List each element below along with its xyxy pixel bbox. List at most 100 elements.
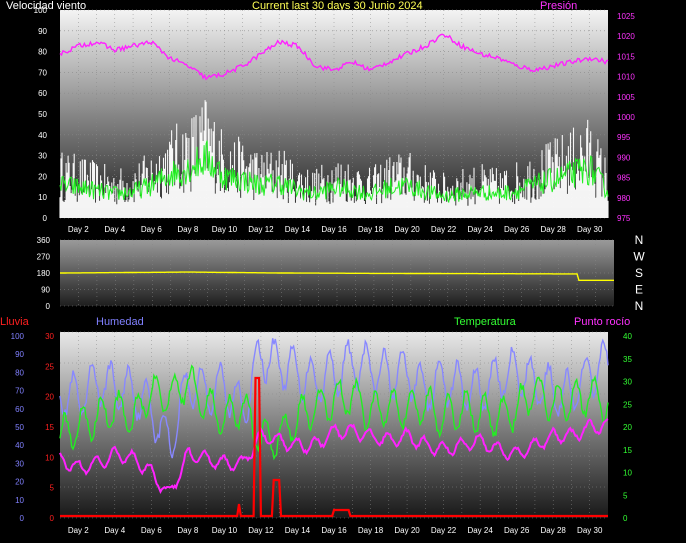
y2-tick-label: 1000 [617, 113, 635, 122]
compass-label: N [635, 299, 644, 313]
humidity-tick-label: 60 [15, 405, 24, 414]
y2-tick-label: 1010 [617, 73, 635, 82]
y-tick-label: 30 [38, 152, 47, 161]
x-tick-label: Day 28 [541, 526, 567, 535]
rain-label: Lluvia [0, 316, 29, 328]
x-tick-label: Day 20 [394, 225, 420, 234]
compass-label: N [635, 233, 644, 247]
y-tick-label: 90 [38, 27, 47, 36]
humidity-tick-label: 0 [20, 514, 25, 523]
humidity-tick-label: 40 [15, 441, 24, 450]
temp-tick-label: 10 [623, 469, 632, 478]
x-tick-label: Day 30 [577, 225, 603, 234]
y-tick-label: 0 [46, 302, 51, 311]
x-tick-label: Day 12 [248, 526, 274, 535]
rain-tick-label: 5 [50, 484, 55, 493]
x-tick-label: Day 6 [141, 526, 162, 535]
rain-tick-label: 20 [45, 393, 54, 402]
humidity-tick-label: 70 [15, 387, 24, 396]
y-tick-label: 10 [38, 193, 47, 202]
x-tick-label: Day 4 [104, 526, 125, 535]
temp-tick-label: 5 [623, 491, 628, 500]
temp-tick-label: 40 [623, 332, 632, 341]
humidity-tick-label: 90 [15, 350, 24, 359]
x-tick-label: Day 20 [394, 526, 420, 535]
y-tick-label: 90 [41, 286, 50, 295]
y2-tick-label: 975 [617, 214, 631, 223]
y-tick-label: 80 [38, 48, 47, 57]
rain-tick-label: 25 [45, 362, 54, 371]
y-tick-label: 20 [38, 172, 47, 181]
temp-tick-label: 25 [623, 400, 632, 409]
temperature-label: Temperatura [454, 316, 516, 328]
temp-tick-label: 20 [623, 423, 632, 432]
x-tick-label: Day 22 [431, 225, 457, 234]
temp-tick-label: 15 [623, 446, 632, 455]
x-tick-label: Day 10 [212, 526, 238, 535]
x-tick-label: Day 18 [358, 526, 384, 535]
x-tick-label: Day 2 [68, 526, 89, 535]
x-tick-label: Day 10 [212, 225, 238, 234]
y-tick-label: 100 [34, 6, 48, 15]
x-tick-label: Day 26 [504, 225, 530, 234]
chart-title: Current last 30 days 30 Junio 2024 [252, 0, 423, 12]
wind-direction-series [60, 271, 614, 281]
rain-series [60, 376, 608, 518]
x-tick-label: Day 26 [504, 526, 530, 535]
humidity-tick-label: 50 [15, 423, 24, 432]
x-tick-label: Day 14 [285, 225, 311, 234]
compass-label: S [635, 266, 643, 280]
x-tick-label: Day 16 [321, 225, 347, 234]
humidity-tick-label: 80 [15, 368, 24, 377]
x-tick-label: Day 2 [68, 225, 89, 234]
wind-speed-label: Velocidad viento [6, 0, 87, 12]
x-tick-label: Day 4 [104, 225, 125, 234]
temperature-series [59, 364, 609, 461]
y2-tick-label: 995 [617, 133, 631, 142]
x-tick-label: Day 8 [177, 526, 198, 535]
rain-tick-label: 30 [45, 332, 54, 341]
temp-tick-label: 30 [623, 378, 632, 387]
dewpoint-series [59, 418, 609, 495]
x-tick-label: Day 24 [467, 526, 493, 535]
rain-tick-label: 0 [50, 514, 55, 523]
y2-tick-label: 990 [617, 153, 631, 162]
y2-tick-label: 1015 [617, 52, 635, 61]
humidity-tick-label: 100 [11, 332, 25, 341]
y-tick-label: 40 [38, 131, 47, 140]
y-tick-label: 270 [37, 253, 51, 262]
y-tick-label: 60 [38, 89, 47, 98]
y-tick-label: 50 [38, 110, 47, 119]
humidity-tick-label: 20 [15, 478, 24, 487]
x-tick-label: Day 16 [321, 526, 347, 535]
humidity-series [59, 338, 609, 459]
x-tick-label: Day 14 [285, 526, 311, 535]
y2-tick-label: 980 [617, 194, 631, 203]
y2-tick-label: 1025 [617, 12, 635, 21]
rain-tick-label: 10 [45, 453, 54, 462]
wind-average-series [59, 140, 609, 203]
humidity-tick-label: 10 [15, 496, 24, 505]
y2-tick-label: 985 [617, 174, 631, 183]
x-tick-label: Day 28 [541, 225, 567, 234]
x-tick-label: Day 22 [431, 526, 457, 535]
y-tick-label: 180 [37, 269, 51, 278]
temp-tick-label: 0 [623, 514, 628, 523]
compass-label: E [635, 283, 643, 297]
dewpoint-label: Punto rocío [574, 316, 631, 328]
pressure-series [59, 33, 609, 81]
y-tick-label: 70 [38, 68, 47, 77]
y2-tick-label: 1005 [617, 93, 635, 102]
y-tick-label: 0 [43, 214, 48, 223]
compass-label: W [633, 250, 645, 264]
x-tick-label: Day 18 [358, 225, 384, 234]
y2-tick-label: 1020 [617, 32, 635, 41]
x-tick-label: Day 8 [177, 225, 198, 234]
x-tick-label: Day 12 [248, 225, 274, 234]
y-tick-label: 360 [37, 236, 51, 245]
pressure-label: Presión [540, 0, 578, 12]
rain-tick-label: 15 [45, 423, 54, 432]
x-tick-label: Day 6 [141, 225, 162, 234]
x-tick-label: Day 30 [577, 526, 603, 535]
